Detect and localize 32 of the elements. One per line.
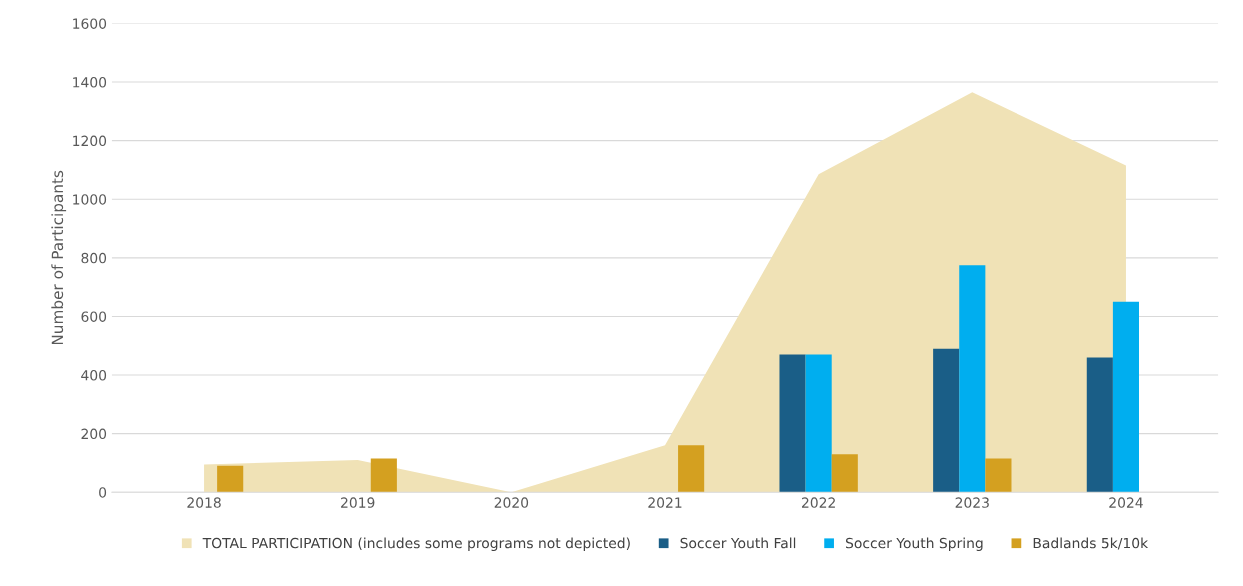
y-tick-label: 1000 — [73, 194, 107, 205]
x-tick-label: 2019 — [341, 497, 375, 508]
legend-label: TOTAL PARTICIPATION (includes some programs not depicted) — [202, 537, 630, 551]
bar — [217, 465, 244, 493]
legend-label: Soccer Youth Fall — [680, 537, 796, 549]
bar — [959, 265, 986, 493]
bar — [933, 348, 960, 493]
bar — [805, 354, 832, 493]
y-tick-label: 200 — [81, 428, 107, 440]
x-tick-label: 2023 — [955, 497, 989, 508]
bar — [985, 458, 1012, 493]
y-tick-label: 1400 — [73, 77, 107, 88]
x-tick-label: 2020 — [494, 497, 529, 508]
bar — [831, 454, 858, 493]
y-tick-label: 1200 — [73, 135, 107, 147]
x-tick-label: 2021 — [648, 497, 682, 508]
y-tick-label: 800 — [81, 252, 107, 264]
x-tick-label: 2018 — [187, 497, 221, 508]
y-tick-label: 600 — [81, 311, 107, 322]
legend-label: Badlands 5k/10k — [1033, 537, 1149, 550]
bar — [1112, 301, 1140, 493]
y-axis-title: Number of Participants — [51, 170, 67, 345]
bar — [678, 445, 705, 493]
y-tick-label: 400 — [81, 370, 107, 381]
x-tick-label: 2024 — [1109, 497, 1143, 508]
legend-label: Soccer Youth Spring — [845, 537, 983, 551]
x-tick-label: 2022 — [802, 497, 835, 508]
y-tick-label: 0 — [99, 487, 107, 498]
bar — [779, 354, 806, 493]
bar — [370, 458, 397, 493]
y-tick-label: 1600 — [73, 18, 107, 29]
bar — [1086, 357, 1113, 493]
